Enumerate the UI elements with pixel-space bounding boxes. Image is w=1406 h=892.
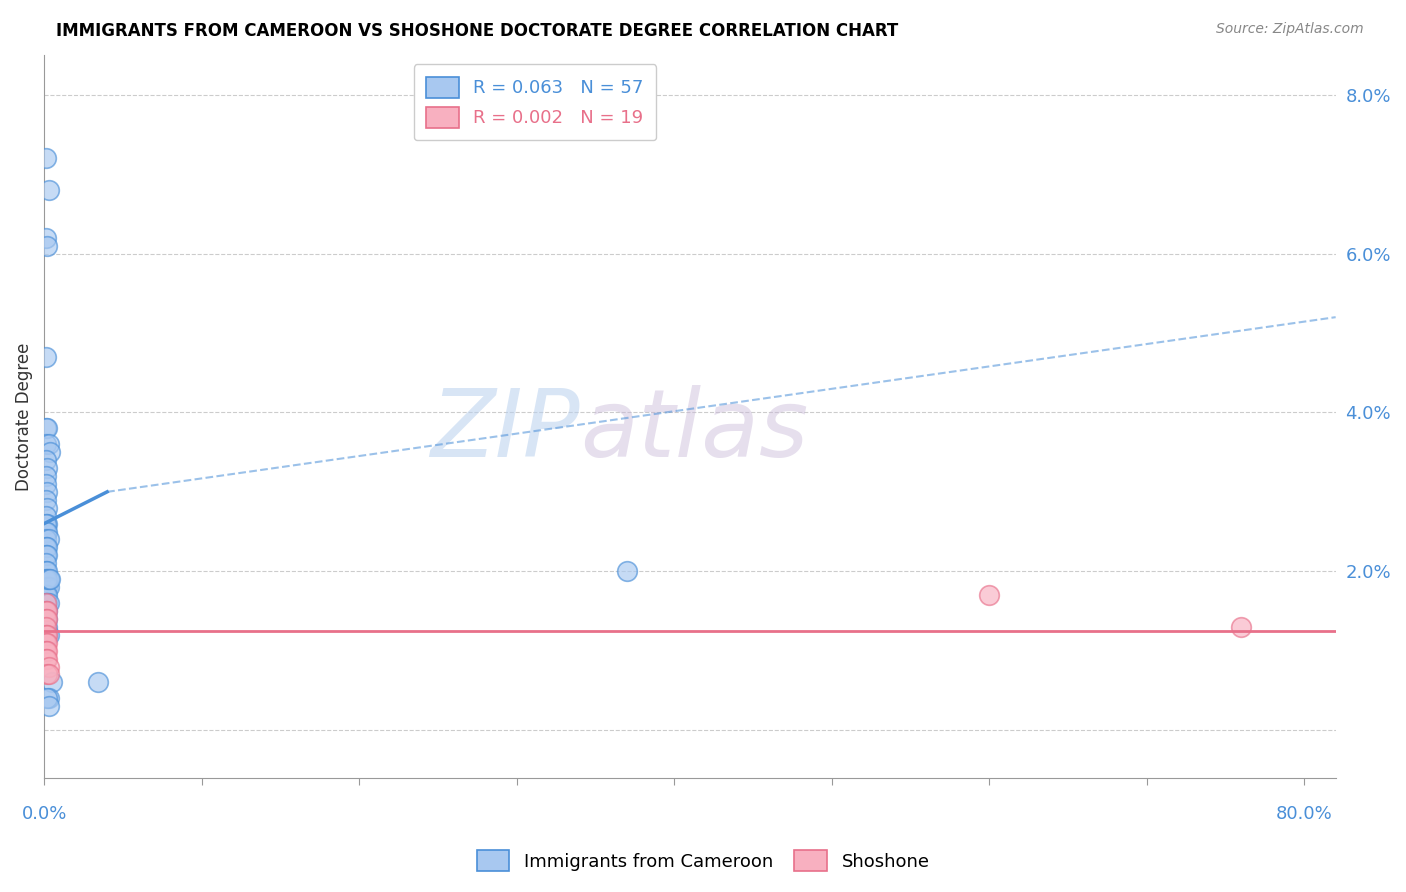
Point xyxy=(34,557,56,571)
Point xyxy=(1230,620,1253,634)
Point xyxy=(34,492,56,507)
Point xyxy=(86,675,108,690)
Text: Source: ZipAtlas.com: Source: ZipAtlas.com xyxy=(1216,22,1364,37)
Point xyxy=(34,152,56,166)
Point xyxy=(38,596,60,610)
Point xyxy=(37,651,59,665)
Point xyxy=(34,453,56,467)
Point xyxy=(37,636,59,650)
Point xyxy=(37,620,59,634)
Point xyxy=(37,572,59,586)
Point xyxy=(34,596,56,610)
Point xyxy=(38,691,60,706)
Point xyxy=(37,604,59,618)
Point xyxy=(37,643,59,657)
Point xyxy=(37,238,59,252)
Point xyxy=(34,572,56,586)
Point xyxy=(38,572,60,586)
Text: 0.0%: 0.0% xyxy=(21,805,67,823)
Point xyxy=(38,699,60,714)
Point xyxy=(41,675,63,690)
Point xyxy=(979,588,1001,602)
Point xyxy=(37,549,59,563)
Point xyxy=(34,231,56,245)
Text: 80.0%: 80.0% xyxy=(1275,805,1333,823)
Point xyxy=(34,524,56,539)
Point xyxy=(38,667,60,681)
Point xyxy=(39,572,62,586)
Point xyxy=(34,596,56,610)
Point xyxy=(34,620,56,634)
Point xyxy=(34,604,56,618)
Point xyxy=(34,541,56,555)
Point xyxy=(34,421,56,435)
Point xyxy=(38,533,60,547)
Point xyxy=(38,659,60,673)
Point xyxy=(34,350,56,364)
Point xyxy=(34,437,56,451)
Point xyxy=(37,421,59,435)
Point xyxy=(34,643,56,657)
Point xyxy=(34,628,56,642)
Point xyxy=(37,541,59,555)
Point xyxy=(34,636,56,650)
Point xyxy=(38,183,60,197)
Point xyxy=(34,620,56,634)
Point xyxy=(37,628,59,642)
Point xyxy=(37,484,59,499)
Point xyxy=(34,549,56,563)
Point xyxy=(34,651,56,665)
Point xyxy=(37,461,59,475)
Point xyxy=(37,596,59,610)
Point xyxy=(37,580,59,594)
Point xyxy=(37,667,59,681)
Legend: R = 0.063   N = 57, R = 0.002   N = 19: R = 0.063 N = 57, R = 0.002 N = 19 xyxy=(413,64,657,140)
Point xyxy=(34,612,56,626)
Text: atlas: atlas xyxy=(581,385,808,476)
Point xyxy=(37,564,59,578)
Point xyxy=(37,500,59,515)
Point xyxy=(34,588,56,602)
Point xyxy=(38,437,60,451)
Point xyxy=(38,580,60,594)
Point xyxy=(39,445,62,459)
Legend: Immigrants from Cameroon, Shoshone: Immigrants from Cameroon, Shoshone xyxy=(470,843,936,879)
Point xyxy=(34,564,56,578)
Point xyxy=(34,516,56,531)
Point xyxy=(37,691,59,706)
Point xyxy=(34,508,56,523)
Point xyxy=(616,564,638,578)
Point xyxy=(34,612,56,626)
Point xyxy=(37,516,59,531)
Point xyxy=(34,628,56,642)
Point xyxy=(34,469,56,483)
Point xyxy=(37,524,59,539)
Point xyxy=(37,604,59,618)
Y-axis label: Doctorate Degree: Doctorate Degree xyxy=(15,343,32,491)
Point xyxy=(34,533,56,547)
Point xyxy=(38,628,60,642)
Point xyxy=(37,588,59,602)
Text: IMMIGRANTS FROM CAMEROON VS SHOSHONE DOCTORATE DEGREE CORRELATION CHART: IMMIGRANTS FROM CAMEROON VS SHOSHONE DOC… xyxy=(56,22,898,40)
Point xyxy=(37,612,59,626)
Point xyxy=(34,604,56,618)
Point xyxy=(37,612,59,626)
Point xyxy=(34,477,56,491)
Point xyxy=(37,628,59,642)
Text: ZIP: ZIP xyxy=(430,385,581,476)
